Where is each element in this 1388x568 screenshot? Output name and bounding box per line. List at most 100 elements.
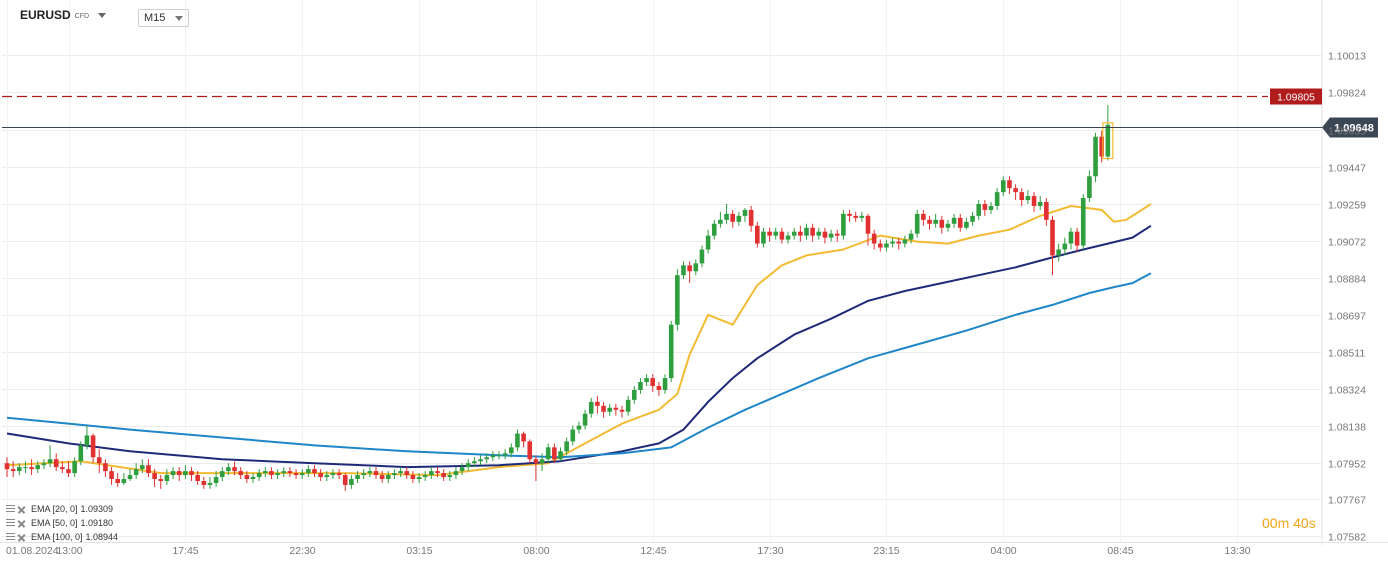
chevron-down-icon[interactable] bbox=[98, 12, 107, 18]
candle bbox=[386, 471, 391, 483]
close-icon[interactable] bbox=[17, 505, 26, 513]
candle-body bbox=[933, 219, 938, 224]
candle bbox=[982, 200, 988, 216]
candle-body bbox=[804, 227, 809, 236]
settings-icon[interactable] bbox=[6, 519, 15, 527]
grid-lines bbox=[0, 0, 1388, 545]
candle-body bbox=[23, 467, 28, 469]
candle-body bbox=[459, 467, 465, 472]
candle bbox=[804, 223, 809, 240]
candle bbox=[1037, 196, 1043, 210]
candle-body bbox=[939, 219, 945, 228]
candle-body bbox=[207, 482, 213, 485]
close-icon[interactable] bbox=[17, 533, 26, 541]
candle-body bbox=[1037, 202, 1043, 206]
settings-icon[interactable] bbox=[6, 505, 15, 513]
candle-body bbox=[896, 241, 902, 244]
candle-body bbox=[478, 459, 483, 462]
candle-body bbox=[379, 475, 385, 480]
candle-body bbox=[1093, 136, 1098, 177]
candle bbox=[472, 457, 477, 468]
candle-body bbox=[484, 457, 489, 460]
candle-body bbox=[1062, 243, 1068, 250]
y-tick-label: 1.09259 bbox=[1328, 200, 1366, 212]
candle bbox=[816, 227, 822, 240]
candle-body bbox=[60, 467, 65, 470]
candle-body bbox=[570, 429, 576, 442]
candle bbox=[705, 229, 711, 254]
close-icon[interactable] bbox=[17, 519, 26, 527]
candle-body bbox=[828, 233, 834, 238]
instrument-type: CFD bbox=[74, 13, 90, 20]
candle-body bbox=[121, 479, 127, 483]
candle-body bbox=[47, 459, 53, 464]
candle-body bbox=[293, 473, 299, 476]
candle bbox=[1007, 176, 1012, 195]
candle-body bbox=[373, 471, 379, 476]
candle bbox=[521, 431, 526, 448]
timeframe-label: M15 bbox=[144, 12, 166, 24]
candle bbox=[219, 467, 225, 481]
candle-body bbox=[189, 471, 194, 476]
candle bbox=[527, 439, 533, 464]
candle bbox=[791, 227, 797, 240]
candle bbox=[29, 459, 34, 476]
candle-body bbox=[601, 405, 606, 412]
candle bbox=[133, 463, 139, 480]
candle bbox=[878, 239, 883, 252]
symbol-selector[interactable]: EURUSD CFD bbox=[20, 8, 107, 22]
legend-name: EMA [20, 0] bbox=[31, 504, 78, 514]
candle-body bbox=[595, 401, 600, 406]
candle-body bbox=[84, 435, 90, 446]
candle-body bbox=[496, 455, 502, 457]
candle-body bbox=[447, 475, 453, 478]
candle-body bbox=[312, 469, 317, 474]
candle bbox=[435, 467, 440, 478]
candle-body bbox=[582, 413, 588, 426]
candle-body bbox=[681, 265, 686, 276]
candle bbox=[66, 461, 71, 478]
settings-icon[interactable] bbox=[6, 533, 15, 541]
candle bbox=[718, 211, 723, 228]
timeframe-selector[interactable]: M15 bbox=[138, 9, 190, 27]
candle-body bbox=[853, 215, 858, 218]
candle bbox=[17, 463, 22, 476]
candle bbox=[576, 421, 582, 434]
candles bbox=[4, 105, 1114, 491]
candle-body bbox=[558, 451, 563, 460]
candle-body bbox=[705, 235, 711, 250]
candle-body bbox=[158, 479, 164, 481]
candle-body bbox=[465, 463, 471, 468]
candle-body bbox=[859, 215, 865, 218]
candle bbox=[552, 443, 557, 464]
candle-countdown: 00m 40s bbox=[1262, 515, 1316, 531]
candle-body bbox=[90, 435, 96, 458]
candle-body bbox=[244, 475, 250, 480]
candle bbox=[957, 213, 963, 232]
candle-body bbox=[109, 471, 114, 480]
candle-body bbox=[1044, 202, 1049, 220]
candle bbox=[1001, 176, 1006, 197]
candle bbox=[349, 475, 354, 489]
y-tick-label: 1.09072 bbox=[1328, 237, 1366, 249]
candle-body bbox=[78, 445, 84, 462]
candle bbox=[398, 467, 403, 478]
chevron-down-icon[interactable] bbox=[175, 15, 184, 21]
candle bbox=[951, 213, 957, 228]
candle-body bbox=[422, 475, 428, 478]
candle bbox=[96, 449, 102, 474]
candle bbox=[404, 467, 410, 480]
candle bbox=[625, 395, 631, 416]
candle-body bbox=[1056, 249, 1061, 256]
candle-body bbox=[951, 217, 957, 224]
candle-body bbox=[841, 213, 846, 236]
candle-body bbox=[1105, 124, 1111, 157]
candle bbox=[650, 374, 656, 392]
candle bbox=[668, 320, 674, 383]
ema-lines bbox=[6, 203, 1152, 477]
candle-body bbox=[1099, 136, 1104, 157]
candle-body bbox=[183, 471, 188, 476]
candle bbox=[687, 261, 692, 284]
candle bbox=[90, 433, 96, 464]
